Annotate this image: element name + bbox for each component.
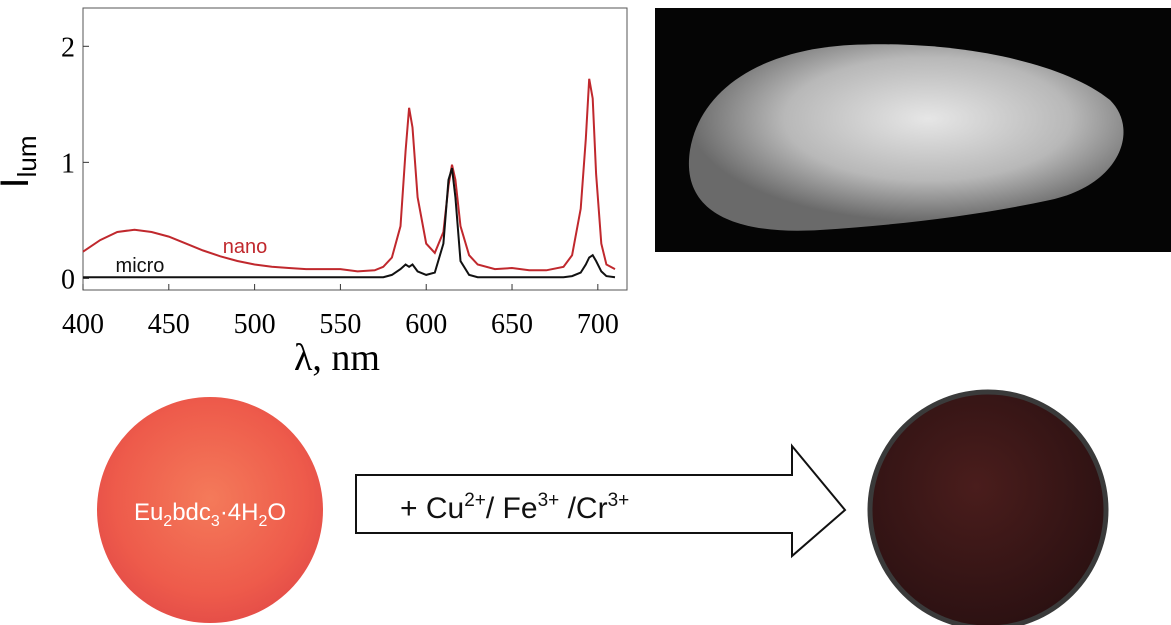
x-tick-label: 450 <box>148 309 190 340</box>
x-tick-label: 600 <box>405 309 447 340</box>
series-line <box>83 167 616 279</box>
x-tick-label: 650 <box>491 309 533 340</box>
arrow <box>355 443 847 559</box>
series-label: nano <box>223 236 268 258</box>
red-sample <box>97 397 323 623</box>
x-axis-label: λ, nm <box>294 337 380 379</box>
plot-frame <box>82 7 628 291</box>
x-tick-label: 700 <box>577 309 619 340</box>
series-line <box>82 78 616 273</box>
dark-sample <box>867 389 1109 625</box>
series-label: micro <box>116 255 165 277</box>
x-tick-label: 400 <box>62 309 104 340</box>
y-tick-label: 1 <box>61 148 75 179</box>
y-tick-label: 2 <box>61 32 75 63</box>
x-tick-label: 500 <box>234 309 276 340</box>
y-tick-label: 0 <box>61 264 75 295</box>
x-tick-label: 550 <box>319 309 361 340</box>
sem-particle <box>688 44 1124 231</box>
reagent-label: + Cu2+/ Fe3+ /Cr3+ <box>400 490 629 525</box>
spectrum-chart: Ilum λ, nm 0 1 2 400 450 500 550 600 650 700 nano m… <box>0 7 628 379</box>
sample-label: Eu2bdc3·4H2O <box>134 499 286 530</box>
y-axis-label: Ilum <box>0 135 42 188</box>
